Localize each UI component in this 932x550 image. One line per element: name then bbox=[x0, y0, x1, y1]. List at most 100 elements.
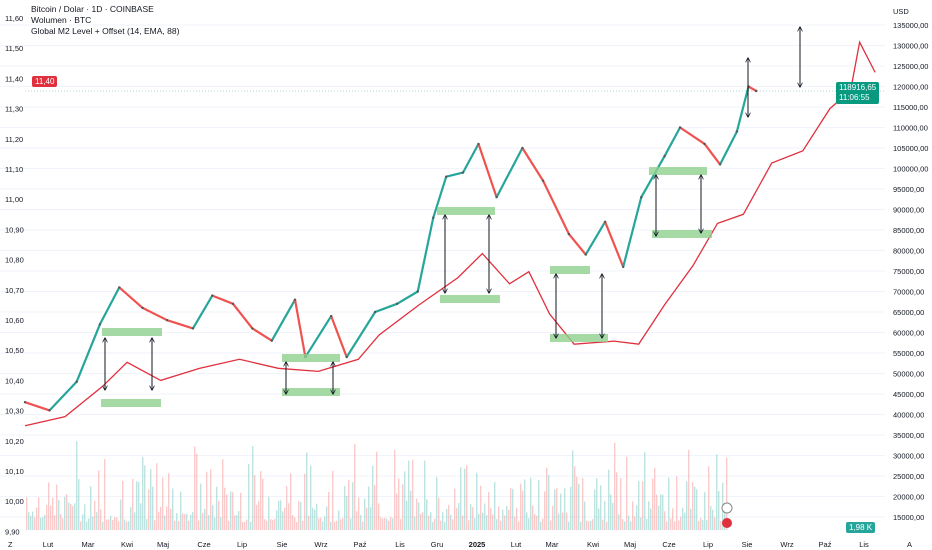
left-axis-tick: 11,50 bbox=[5, 44, 23, 53]
legend-m2[interactable]: Global M2 Level + Offset (14, EMA, 88) bbox=[31, 26, 180, 36]
volume-bar bbox=[566, 512, 568, 530]
volume-bar bbox=[530, 477, 532, 530]
volume-bar bbox=[354, 444, 356, 530]
x-axis-label: Gru bbox=[431, 540, 444, 549]
volume-bar bbox=[276, 510, 278, 530]
price-segment bbox=[75, 323, 101, 383]
volume-bar bbox=[152, 486, 154, 530]
volume-bar bbox=[30, 515, 32, 530]
volume-bar bbox=[78, 478, 80, 530]
volume-bar bbox=[526, 512, 528, 530]
volume-bar bbox=[522, 490, 524, 530]
volume-bar bbox=[300, 502, 302, 530]
legend-symbol[interactable]: Bitcoin / Dolar · 1D · COINBASE bbox=[31, 4, 154, 14]
price-segment bbox=[445, 171, 464, 178]
price-segment bbox=[521, 147, 545, 182]
volume-bar bbox=[532, 505, 534, 530]
highlight-box bbox=[649, 167, 707, 175]
volume-bar bbox=[268, 496, 270, 530]
volume-bar bbox=[662, 494, 664, 530]
right-axis-tick: 35000,00 bbox=[893, 431, 924, 440]
right-axis-tick: 20000,00 bbox=[893, 493, 924, 502]
volume-bar bbox=[328, 491, 330, 530]
highlight-box bbox=[437, 207, 495, 215]
volume-bar bbox=[262, 478, 264, 530]
price-point bbox=[621, 265, 625, 269]
price-point bbox=[495, 196, 498, 199]
volume-bar bbox=[652, 478, 654, 530]
volume-bar bbox=[138, 482, 140, 530]
volume-bar bbox=[702, 519, 704, 530]
volume-bar bbox=[324, 516, 326, 530]
volume-bar bbox=[454, 488, 456, 530]
volume-bar bbox=[438, 497, 440, 530]
volume-bar bbox=[160, 507, 162, 530]
left-axis-tick: 10,60 bbox=[5, 316, 24, 325]
volume-bar bbox=[398, 478, 400, 530]
volume-bar bbox=[40, 517, 42, 530]
right-axis-tick: 80000,00 bbox=[893, 247, 924, 256]
price-point bbox=[270, 339, 273, 342]
volume-bar bbox=[552, 505, 554, 530]
price-segment bbox=[719, 131, 738, 165]
price-point bbox=[373, 310, 377, 314]
volume-bar bbox=[548, 475, 550, 530]
price-segment bbox=[232, 303, 254, 330]
volume-bar bbox=[406, 500, 408, 530]
volume-bar bbox=[508, 509, 510, 530]
price-segment bbox=[604, 221, 625, 268]
price-point bbox=[141, 306, 144, 310]
volume-bar bbox=[476, 472, 478, 530]
lightning-event-icon[interactable] bbox=[721, 502, 733, 514]
price-segment bbox=[142, 306, 168, 322]
highlight-box bbox=[102, 328, 162, 336]
volume-bar bbox=[190, 514, 192, 530]
volume-bar bbox=[342, 517, 344, 530]
volume-bar bbox=[382, 518, 384, 530]
left-axis-tick: 11,60 bbox=[5, 14, 23, 23]
volume-bar bbox=[554, 489, 556, 530]
right-axis-tick: 50000,00 bbox=[893, 370, 924, 379]
right-axis-tick: 60000,00 bbox=[893, 329, 924, 338]
x-axis-label: Cze bbox=[197, 540, 210, 549]
volume-bar bbox=[84, 504, 86, 530]
volume-bar bbox=[514, 516, 516, 530]
volume-bar bbox=[196, 453, 198, 530]
right-axis-tick: 110000,00 bbox=[893, 124, 928, 133]
price-segment bbox=[118, 286, 144, 309]
volume-bar bbox=[202, 513, 204, 530]
highlight-box bbox=[282, 354, 340, 362]
volume-bar bbox=[428, 515, 430, 530]
legend-volume[interactable]: Wolumen · BTC bbox=[31, 15, 92, 25]
volume-bar bbox=[412, 459, 414, 530]
volume-bar bbox=[322, 521, 324, 530]
volume-bar bbox=[568, 521, 570, 530]
volume-bar bbox=[714, 517, 716, 530]
volume-bar bbox=[194, 446, 196, 530]
volume-bar bbox=[150, 469, 152, 530]
volume-bar bbox=[658, 505, 660, 530]
volume-bar bbox=[66, 494, 68, 530]
volume-bar bbox=[506, 505, 508, 530]
volume-bar bbox=[450, 514, 452, 530]
right-axis-tick: 55000,00 bbox=[893, 349, 924, 358]
x-axis-corner-left[interactable]: Z bbox=[8, 540, 13, 549]
volume-bar bbox=[104, 458, 106, 530]
volume-bar bbox=[142, 457, 144, 530]
volume-bar bbox=[120, 499, 122, 530]
volume-bar bbox=[228, 520, 230, 530]
price-tag: 118916,65 11:06:55 bbox=[836, 82, 880, 104]
flag-event-icon[interactable] bbox=[722, 518, 732, 528]
m2-value-tag: 11,40 bbox=[32, 76, 58, 87]
volume-bar bbox=[704, 492, 706, 530]
price-point bbox=[461, 171, 465, 174]
price-segment bbox=[192, 295, 214, 329]
x-axis-label: Lis bbox=[395, 540, 405, 549]
volume-bar bbox=[632, 501, 634, 530]
volume-bar bbox=[490, 507, 492, 530]
left-axis-tick: 10,70 bbox=[5, 286, 24, 295]
price-segment bbox=[663, 126, 682, 157]
auto-scale-button[interactable]: A bbox=[907, 540, 912, 549]
volume-bar bbox=[294, 517, 296, 530]
